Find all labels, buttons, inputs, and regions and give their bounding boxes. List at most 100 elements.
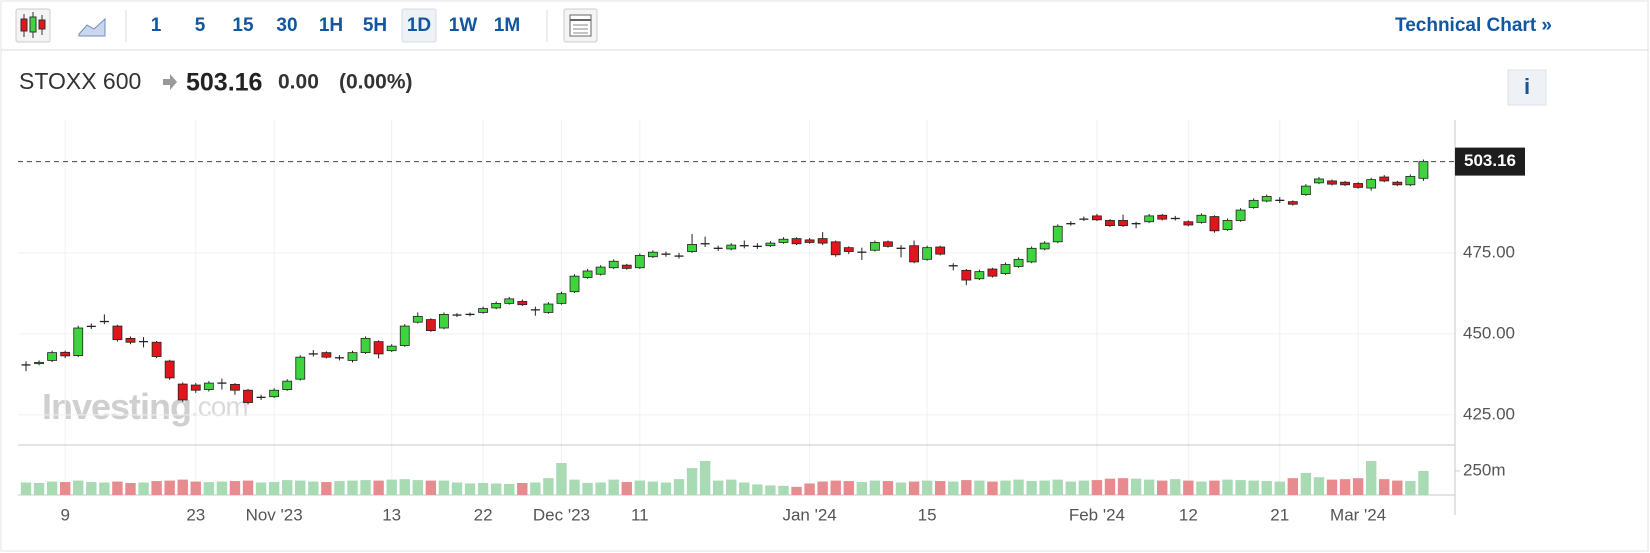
volume-bar <box>791 486 802 495</box>
volume-bar <box>112 481 123 495</box>
volume-bar <box>477 482 489 495</box>
interval-button[interactable]: 1D <box>407 15 431 36</box>
volume-bar <box>73 480 84 495</box>
interval-button[interactable]: 1M <box>494 15 520 36</box>
watermark-brand: Investing <box>42 386 191 427</box>
x-tick-label: 13 <box>382 505 401 524</box>
volume-bar <box>373 480 384 495</box>
candle-body <box>491 302 502 309</box>
volume-bar <box>1313 477 1325 495</box>
last-price-badge <box>1455 147 1525 176</box>
candle-body <box>1052 225 1063 243</box>
x-tick-label: 23 <box>186 505 205 524</box>
candle-body <box>595 266 606 275</box>
info-button[interactable] <box>1507 69 1547 106</box>
interval-button[interactable]: 5H <box>363 15 387 36</box>
volume-bar <box>1300 472 1312 495</box>
volume-bar <box>699 460 711 495</box>
volume-bar <box>164 480 175 495</box>
candle-body <box>1392 181 1403 186</box>
candle-body <box>791 238 802 245</box>
candle-body <box>1222 220 1233 230</box>
x-tick-label: Nov '23 <box>246 505 303 524</box>
candle-body <box>817 238 828 244</box>
volume-bar <box>20 482 32 495</box>
candle-body <box>1248 199 1259 208</box>
candle-body <box>1196 214 1207 223</box>
candle-body <box>569 275 580 293</box>
candle-body <box>1026 247 1037 263</box>
candle-body <box>151 341 162 357</box>
watermark-suffix: .com <box>191 391 248 422</box>
volume-bar <box>895 482 907 495</box>
technical-chart-link[interactable]: Technical Chart » <box>1395 15 1552 36</box>
volume-bar <box>33 482 45 495</box>
volume-bar <box>817 481 828 495</box>
active-interval-bg <box>401 8 437 43</box>
candle-body <box>112 325 123 341</box>
candle-body <box>726 244 737 250</box>
x-tick-label: Dec '23 <box>533 505 590 524</box>
candle-body <box>582 270 593 278</box>
change: 0.00 <box>278 71 319 94</box>
candle-body <box>870 242 880 251</box>
candle-body <box>439 313 449 329</box>
volume-bar <box>673 479 685 495</box>
interval-button[interactable]: 1H <box>319 15 343 36</box>
volume-bar <box>647 481 659 495</box>
x-tick-label: 22 <box>474 505 493 524</box>
volume-bar <box>216 481 228 495</box>
interval-button[interactable]: 1 <box>151 15 162 36</box>
candle-body <box>621 264 632 269</box>
candle-body <box>517 301 528 306</box>
volume-bar <box>1065 481 1076 495</box>
candle-body <box>399 325 410 346</box>
volume-bar <box>308 481 319 495</box>
volume-bar <box>961 480 972 495</box>
volume-bar <box>334 481 345 495</box>
volume-bar <box>530 482 541 495</box>
volume-bar <box>138 482 149 495</box>
candle-body <box>425 319 436 332</box>
candle-body <box>1235 209 1246 221</box>
volume-bar <box>268 482 280 495</box>
candle-body <box>804 239 815 243</box>
volume-bar <box>608 479 619 495</box>
candle-body <box>282 380 293 390</box>
candle-icon-button[interactable] <box>15 8 51 43</box>
volume-bar <box>125 482 136 495</box>
volume-bar <box>1248 480 1259 495</box>
last-price: 503.16 <box>186 69 262 97</box>
volume-bar <box>1143 479 1155 495</box>
interval-button[interactable]: 5 <box>195 15 206 36</box>
candle-body <box>1183 221 1194 226</box>
volume-bar <box>1405 481 1416 495</box>
volume-bar <box>1130 478 1142 495</box>
candle-body <box>347 352 358 361</box>
info-icon[interactable]: i <box>1524 74 1530 99</box>
interval-button[interactable]: 1W <box>449 15 478 36</box>
candle-body <box>125 337 136 343</box>
volume-bar <box>830 480 841 495</box>
candle-body <box>765 242 776 247</box>
volume-bar <box>1365 460 1377 495</box>
candle-body <box>203 382 214 390</box>
volume-bar <box>255 482 267 495</box>
volume-bar <box>1039 480 1050 495</box>
candle-body <box>1039 242 1050 250</box>
candle-body <box>909 245 919 263</box>
volume-bar <box>1418 470 1429 495</box>
volume-bar <box>1026 481 1037 495</box>
volume-bar <box>438 480 450 495</box>
volume-bar <box>1196 481 1207 495</box>
interval-button[interactable]: 30 <box>276 15 297 36</box>
volume-bar <box>556 462 567 495</box>
layout-icon-button[interactable] <box>563 8 598 43</box>
interval-button[interactable]: 15 <box>232 15 254 36</box>
line-icon-button[interactable] <box>78 17 106 37</box>
candle-body <box>412 315 423 323</box>
volume-bar <box>1052 479 1063 495</box>
candle-body <box>778 238 789 243</box>
volume-bar <box>621 482 632 495</box>
volume-bar <box>843 481 854 495</box>
